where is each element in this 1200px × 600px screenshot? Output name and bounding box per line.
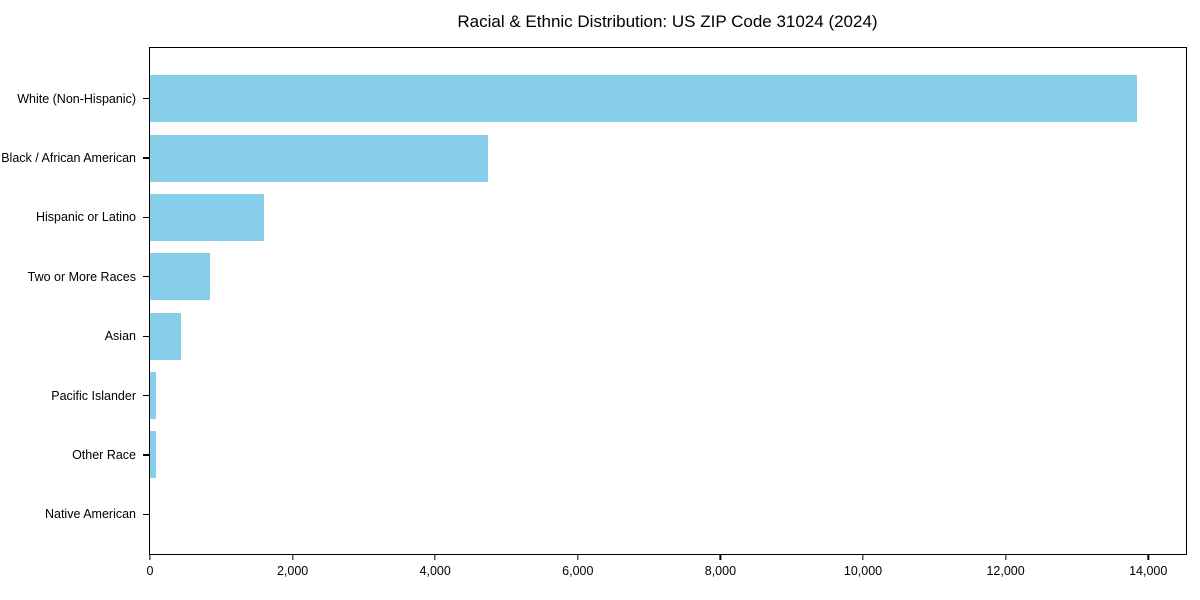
bar [150,312,182,360]
y-tick-mark [143,98,150,100]
category-label: Two or More Races [27,269,136,284]
bar-row: Native American [45,485,1186,544]
x-tick-mark [291,555,294,560]
x-tick-mark [434,555,436,560]
y-tick-mark [143,513,150,515]
x-tick-mark [1004,555,1007,560]
bar-row: Two or More Races [28,247,1186,306]
category-label: White (Non-Hispanic) [17,91,136,106]
x-tick-label: 12,000 [986,564,1025,578]
bar [150,134,488,182]
x-tick-mark [577,555,579,560]
x-tick-label: 8,000 [704,564,737,578]
category-label: Pacific Islander [51,388,136,403]
chart-title: Racial & Ethnic Distribution: US ZIP Cod… [457,12,878,31]
category-label: Asian [104,329,136,344]
x-tick-label: 4,000 [419,564,451,578]
x-tick-label: 6,000 [562,564,594,578]
bar [150,431,157,479]
bar-row: Asian [105,307,1186,366]
category-label: Native American [44,507,136,522]
x-tick-label: 10,000 [843,564,883,578]
category-label: Hispanic or Latino [35,210,136,225]
y-tick-mark [143,454,150,456]
bar [150,193,265,241]
y-tick-mark [143,216,150,219]
plot-area: White (Non-Hispanic) Black / African Amer… [1,47,1187,578]
bar [150,253,210,301]
bars-container: White (Non-Hispanic) Black / African Amer… [1,48,1186,554]
x-tick-mark [149,555,151,560]
bar-row: Black / African American [1,128,1186,187]
x-tick-mark [862,555,864,560]
bar-row: White (Non-Hispanic) [17,69,1186,128]
x-tick-label: 0 [146,564,154,578]
y-tick-mark [143,394,150,397]
bar [150,75,1138,123]
bar-row: Hispanic or Latino [36,188,1186,247]
y-tick-mark [143,276,150,278]
bar-row: Other Race [72,425,1186,484]
category-label: Other Race [72,447,136,462]
x-tick-label: 2,000 [276,564,309,578]
y-tick-mark [143,157,150,159]
category-label: Black / African American [1,151,136,166]
x-tick-mark [1147,555,1149,560]
x-tick-label: 14,000 [1129,564,1168,578]
x-tick-mark [719,555,722,560]
bar [150,372,157,420]
bar-row: Pacific Islander [51,366,1186,425]
y-tick-mark [143,335,150,337]
